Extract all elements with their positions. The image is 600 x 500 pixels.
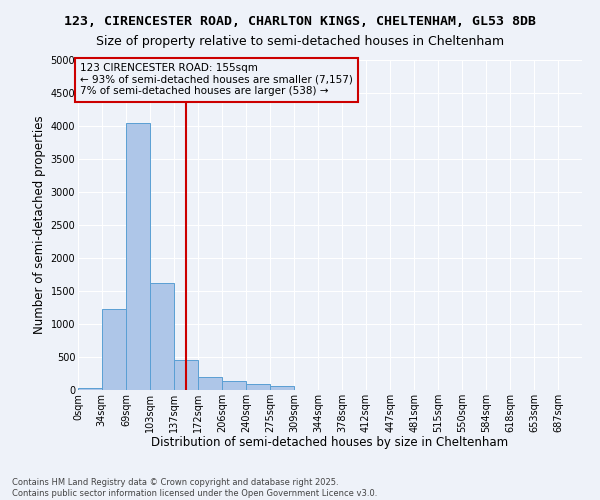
Y-axis label: Number of semi-detached properties: Number of semi-detached properties <box>34 116 46 334</box>
Bar <box>222 382 246 390</box>
Bar <box>78 388 102 390</box>
Text: 123 CIRENCESTER ROAD: 155sqm
← 93% of semi-detached houses are smaller (7,157)
7: 123 CIRENCESTER ROAD: 155sqm ← 93% of se… <box>80 64 353 96</box>
Bar <box>270 386 294 390</box>
Bar <box>150 283 174 390</box>
Bar <box>174 360 197 390</box>
Bar <box>102 309 125 390</box>
Bar <box>246 384 269 390</box>
Text: Size of property relative to semi-detached houses in Cheltenham: Size of property relative to semi-detach… <box>96 35 504 48</box>
Bar <box>198 377 222 390</box>
Text: 123, CIRENCESTER ROAD, CHARLTON KINGS, CHELTENHAM, GL53 8DB: 123, CIRENCESTER ROAD, CHARLTON KINGS, C… <box>64 15 536 28</box>
X-axis label: Distribution of semi-detached houses by size in Cheltenham: Distribution of semi-detached houses by … <box>151 436 509 450</box>
Bar <box>126 122 150 390</box>
Text: Contains HM Land Registry data © Crown copyright and database right 2025.
Contai: Contains HM Land Registry data © Crown c… <box>12 478 377 498</box>
